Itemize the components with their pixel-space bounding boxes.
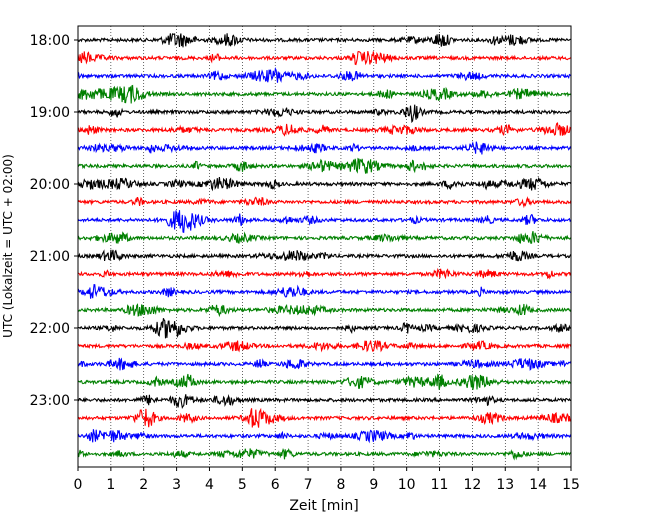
y-tick-label-0: 18:00 bbox=[30, 33, 70, 49]
plot-frame bbox=[77, 25, 572, 468]
trace-series bbox=[77, 33, 572, 461]
trace-2230 bbox=[77, 357, 572, 371]
trace-1915 bbox=[77, 122, 572, 137]
trace-2130 bbox=[77, 284, 572, 299]
trace-2100 bbox=[77, 249, 572, 262]
trace-2315 bbox=[77, 407, 572, 428]
trace-1845 bbox=[77, 84, 572, 104]
trace-2030 bbox=[77, 210, 572, 234]
x-axis-ticks: 0 1 2 3 4 5 6 7 8 9 10 11 12 13 14 15 bbox=[74, 467, 580, 493]
trace-1830 bbox=[77, 66, 572, 83]
y-tick-label-2: 20:00 bbox=[30, 177, 70, 193]
x-tick-label-15: 15 bbox=[562, 477, 580, 493]
x-tick-label-1: 1 bbox=[106, 477, 115, 493]
trace-2045 bbox=[77, 231, 572, 244]
y-tick-label-1: 19:00 bbox=[30, 105, 70, 121]
trace-2145 bbox=[77, 303, 572, 318]
trace-2015 bbox=[77, 196, 572, 209]
trace-1800 bbox=[77, 33, 571, 48]
y-tick-label-4: 22:00 bbox=[30, 321, 70, 337]
trace-2115 bbox=[77, 267, 572, 280]
trace-2215 bbox=[77, 340, 572, 353]
x-tick-label-5: 5 bbox=[238, 477, 247, 493]
x-tick-label-9: 9 bbox=[369, 477, 378, 493]
x-axis-label: Zeit [min] bbox=[289, 498, 358, 514]
trace-2345 bbox=[77, 447, 572, 461]
trace-1930 bbox=[77, 140, 572, 155]
x-tick-label-7: 7 bbox=[304, 477, 313, 493]
y-axis-label: UTC (Lokalzeit = UTC + 02:00) bbox=[1, 154, 15, 338]
trace-1945 bbox=[77, 157, 572, 174]
y-tick-label-3: 21:00 bbox=[30, 249, 70, 265]
trace-2245 bbox=[77, 373, 572, 390]
x-tick-label-8: 8 bbox=[336, 477, 345, 493]
trace-2300 bbox=[77, 394, 572, 410]
x-tick-label-10: 10 bbox=[398, 477, 416, 493]
x-tick-label-2: 2 bbox=[139, 477, 148, 493]
x-tick-label-4: 4 bbox=[205, 477, 214, 493]
x-tick-label-0: 0 bbox=[74, 477, 83, 493]
x-tick-label-11: 11 bbox=[431, 477, 449, 493]
trace-1815 bbox=[77, 50, 572, 66]
x-tick-label-14: 14 bbox=[529, 477, 547, 493]
y-axis-ticks: 18:00 19:00 20:00 21:00 22:00 23:00 bbox=[30, 33, 78, 409]
x-tick-label-3: 3 bbox=[172, 477, 181, 493]
trace-2200 bbox=[77, 318, 572, 339]
x-tick-label-6: 6 bbox=[271, 477, 280, 493]
trace-1900 bbox=[77, 104, 571, 124]
x-tick-label-13: 13 bbox=[496, 477, 514, 493]
y-tick-label-5: 23:00 bbox=[30, 393, 70, 409]
trace-2000 bbox=[77, 176, 572, 192]
x-tick-label-12: 12 bbox=[463, 477, 481, 493]
trace-2330 bbox=[77, 429, 572, 444]
